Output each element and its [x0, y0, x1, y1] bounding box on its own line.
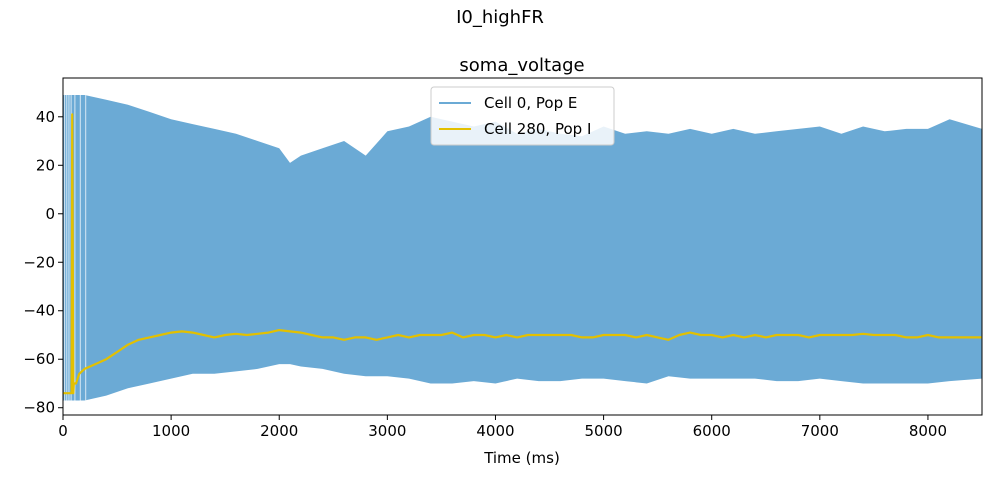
x-tick-label: 1000 [152, 422, 190, 440]
x-tick-label: 0 [58, 422, 68, 440]
y-tick-label: 40 [36, 108, 55, 126]
x-tick-label: 8000 [909, 422, 947, 440]
axes-layer: 0 1000 2000 3000 4000 5000 6000 7000 8000 −80 −60 −… [23, 77, 983, 440]
x-tick-label: 5000 [584, 422, 622, 440]
plot-frame [62, 77, 983, 416]
x-tick-label: 7000 [801, 422, 839, 440]
y-tick-label: −40 [23, 302, 55, 320]
x-tick-label: 6000 [693, 422, 731, 440]
x-axis-label: Time (ms) [483, 449, 560, 467]
y-tick-label: 20 [36, 156, 55, 174]
legend: Cell 0, Pop E Cell 280, Pop I [430, 86, 615, 146]
chart-title: soma_voltage [459, 55, 584, 76]
series-cell-280-line [63, 113, 982, 395]
series-layer [63, 94, 982, 401]
y-tick-label: 0 [45, 205, 55, 223]
x-tick-label: 4000 [476, 422, 514, 440]
y-tick-label: −60 [23, 350, 55, 368]
x-tick-label: 2000 [260, 422, 298, 440]
y-tick-label: −20 [23, 253, 55, 271]
figure-suptitle: I0_highFR [456, 7, 544, 28]
legend-label: Cell 280, Pop I [484, 120, 591, 138]
legend-box [430, 86, 615, 146]
legend-label: Cell 0, Pop E [484, 94, 577, 112]
x-tick-label: 3000 [368, 422, 406, 440]
y-tick-label: −80 [23, 399, 55, 417]
series-cell-0-band [63, 95, 982, 401]
